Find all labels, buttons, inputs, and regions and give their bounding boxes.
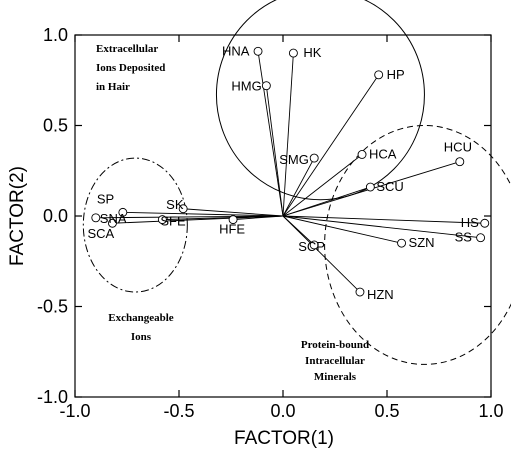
vector-hna bbox=[257, 51, 284, 217]
marker-hk bbox=[288, 48, 298, 58]
label-sk: SK bbox=[166, 197, 184, 212]
x-tick-label-0: -1.0 bbox=[59, 401, 90, 421]
label-smg: SMG bbox=[279, 152, 309, 167]
annotation-protein-bound-intracellular-minerals-2: Minerals bbox=[314, 371, 357, 383]
marker-hzn bbox=[355, 287, 365, 297]
label-hca: HCA bbox=[369, 146, 397, 161]
y-tick-label-0: -1.0 bbox=[37, 387, 68, 407]
label-szn: SZN bbox=[409, 235, 435, 250]
marker-hca bbox=[357, 150, 367, 159]
annotation-exchangeable-ions-1: Ions bbox=[131, 331, 152, 343]
marker-ss bbox=[476, 233, 486, 243]
marker-sca bbox=[107, 218, 117, 228]
y-axis-title: FACTOR(2) bbox=[7, 166, 28, 266]
vector-sca bbox=[112, 215, 284, 224]
vector-sp bbox=[122, 211, 284, 217]
marker-hna bbox=[253, 46, 263, 56]
vector-hzn bbox=[282, 215, 361, 293]
marker-hmg bbox=[261, 81, 271, 91]
marker-hcu bbox=[455, 157, 465, 167]
vector-hmg bbox=[265, 85, 284, 217]
x-tick-label-1: -0.5 bbox=[163, 401, 194, 421]
y-tick-label-3: 0.5 bbox=[43, 116, 68, 136]
vector-hs bbox=[282, 215, 485, 224]
vector-hca bbox=[282, 154, 363, 217]
loading-markers bbox=[91, 46, 490, 297]
y-tick-label-4: 1.0 bbox=[43, 25, 68, 45]
marker-hfe bbox=[228, 215, 238, 225]
marker-scu bbox=[365, 182, 375, 192]
annotation-protein-bound-intracellular-minerals-0: Protein-bound bbox=[301, 339, 369, 351]
vector-sna bbox=[95, 215, 284, 219]
marker-sfe bbox=[157, 215, 167, 225]
marker-sk bbox=[178, 204, 188, 214]
label-ss: SS bbox=[455, 230, 473, 245]
label-scu: SCU bbox=[376, 179, 403, 194]
vector-hk bbox=[282, 53, 294, 217]
group-ellipses bbox=[82, 0, 511, 365]
x-tick-label-3: 0.5 bbox=[374, 401, 399, 421]
label-hzn: HZN bbox=[367, 287, 394, 302]
annotation-protein-bound-intracellular-minerals-1: Intracellular bbox=[305, 355, 365, 367]
group-ellipse-protein-bound-intracellular-minerals bbox=[324, 125, 511, 365]
vector-smg bbox=[282, 157, 315, 217]
label-hna: HNA bbox=[222, 43, 250, 58]
vector-szn bbox=[282, 215, 402, 244]
label-hcu: HCU bbox=[444, 140, 472, 155]
label-sca: SCA bbox=[87, 226, 114, 241]
annotation-extracellular-ions-deposited-in-hair-1: Ions Deposited bbox=[96, 62, 165, 74]
vector-ss bbox=[282, 215, 481, 239]
axes: -1.0 -0.5 0.0 0.5 1.0 -1.0 -0.5 0.0 0.5 1.0 bbox=[37, 25, 504, 421]
x-axis-title: FACTOR(1) bbox=[234, 428, 334, 449]
marker-hp bbox=[374, 70, 384, 80]
label-sp: SP bbox=[97, 191, 114, 206]
marker-sna bbox=[91, 213, 101, 223]
x-tick-label-4: 1.0 bbox=[478, 401, 503, 421]
label-hs: HS bbox=[461, 215, 479, 230]
group-ellipse-extracellular-ions-deposited-in-hair bbox=[215, 0, 425, 201]
vector-sk bbox=[183, 208, 284, 217]
marker-smg bbox=[309, 153, 319, 163]
marker-hs bbox=[480, 218, 490, 228]
label-hmg: HMG bbox=[231, 79, 261, 94]
label-sfe: SFE bbox=[160, 214, 186, 229]
group-annotations: Extracellular Ions Deposited in Hair Exchan… bbox=[96, 43, 369, 383]
group-ellipse-exchangeable-ions bbox=[82, 157, 188, 293]
label-hfe: HFE bbox=[219, 222, 245, 237]
annotation-extracellular-ions-deposited-in-hair-2: in Hair bbox=[96, 81, 130, 93]
label-hk: HK bbox=[303, 45, 321, 60]
marker-scp bbox=[309, 240, 319, 250]
label-hp: HP bbox=[387, 67, 405, 82]
y-tick-label-2: 0.0 bbox=[43, 206, 68, 226]
marker-sp bbox=[118, 207, 128, 217]
vector-hp bbox=[282, 74, 380, 217]
annotation-exchangeable-ions-0: Exchangeable bbox=[108, 312, 174, 324]
marker-szn bbox=[397, 238, 407, 248]
loading-vectors bbox=[95, 51, 485, 293]
x-tick-label-2: 0.0 bbox=[270, 401, 295, 421]
label-scp: SCP bbox=[298, 239, 325, 254]
annotation-extracellular-ions-deposited-in-hair-0: Extracellular bbox=[96, 43, 158, 55]
y-tick-label-1: -0.5 bbox=[37, 297, 68, 317]
label-sna: SNA bbox=[100, 211, 127, 226]
